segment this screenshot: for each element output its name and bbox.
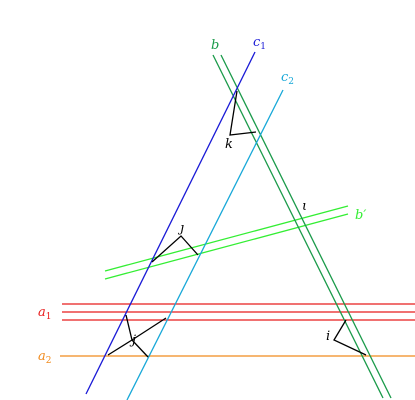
label-a2: a2 xyxy=(38,349,52,366)
line-b-prime xyxy=(104,205,349,280)
label-b: b xyxy=(211,38,219,53)
label-i: i xyxy=(326,329,330,344)
label-b-prime: b′ xyxy=(355,208,366,223)
label-j-upper: ȷ xyxy=(177,221,184,236)
label-j-lower: j xyxy=(129,333,136,348)
angle-j-upper xyxy=(151,235,199,263)
label-c1: c1 xyxy=(253,35,266,52)
label-k: k xyxy=(225,137,233,152)
label-a1: a1 xyxy=(38,305,52,322)
line-c1 xyxy=(85,51,256,395)
angle-i xyxy=(333,319,367,356)
line-b xyxy=(212,54,392,399)
angle-j-lower xyxy=(107,314,167,358)
label-iota: ι xyxy=(302,199,307,214)
label-c2: c2 xyxy=(281,70,294,87)
line-a1 xyxy=(62,303,415,321)
line-c2 xyxy=(126,89,284,400)
angle-k xyxy=(229,90,257,136)
